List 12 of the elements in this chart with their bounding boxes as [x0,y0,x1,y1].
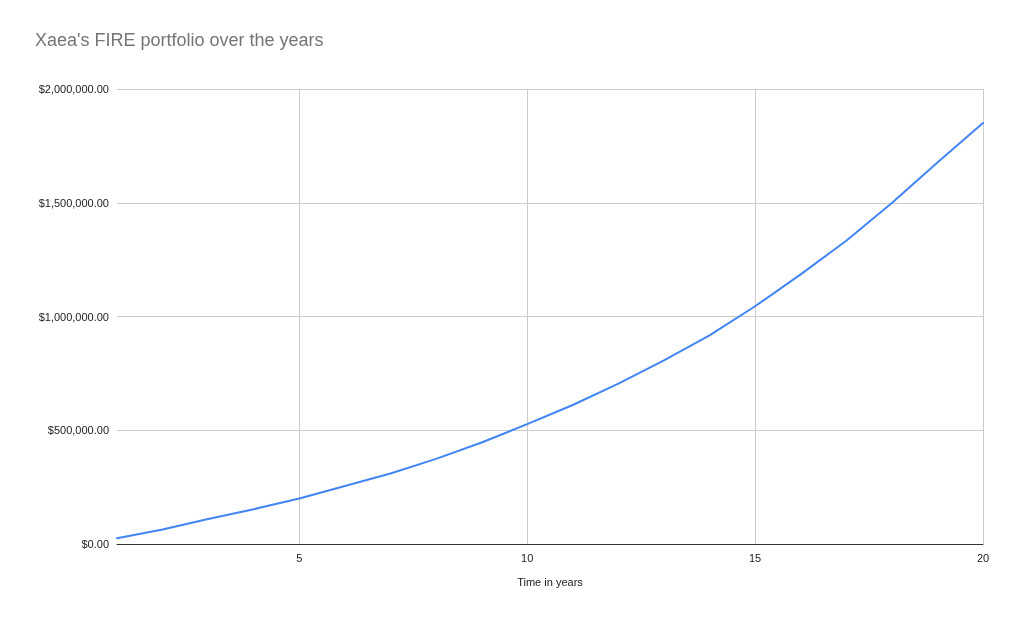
y-tick-label: $1,000,000.00 [38,310,109,323]
x-tick-label: 10 [521,551,534,564]
y-tick-label: $2,000,000.00 [38,83,109,95]
x-tick-label: 5 [296,551,303,564]
y-tick-label: $500,000.00 [47,424,109,437]
x-tick-label: 15 [748,551,762,564]
y-tick-label: $1,500,000.00 [38,196,109,209]
chart-title: Xaea's FIRE portfolio over the years [35,30,324,50]
y-tick-label: $0.00 [81,538,109,550]
line-series [116,121,984,540]
x-tick-label: 20 [976,551,990,564]
x-axis-title: Time in years [517,575,584,588]
